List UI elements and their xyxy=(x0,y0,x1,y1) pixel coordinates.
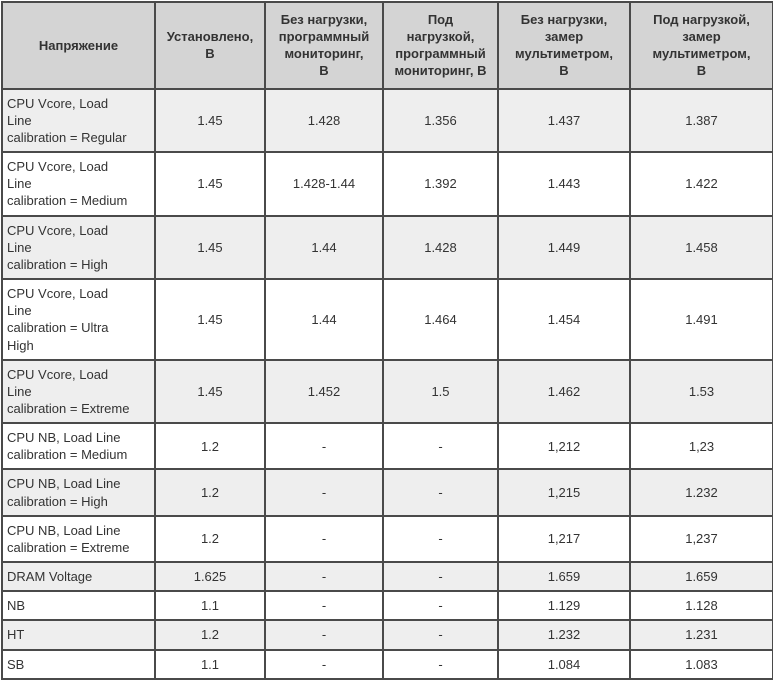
value-cell: 1.392 xyxy=(382,151,499,217)
value-cell: - xyxy=(382,561,499,593)
value-cell: - xyxy=(264,619,384,651)
value-cell: - xyxy=(264,422,384,471)
row-label-cell: CPU NB, Load Line calibration = Medium xyxy=(1,422,156,471)
column-header: Без нагрузки, замер мультиметром, В xyxy=(497,1,631,90)
value-cell: 1.659 xyxy=(497,561,631,593)
table-row: SB 1.1- -1.084 1.083 xyxy=(1,648,773,680)
value-cell: 1.387 xyxy=(629,87,773,154)
value-cell: 1.2 xyxy=(154,514,266,564)
row-label-cell: CPU Vcore, Load Line calibration = Mediu… xyxy=(1,151,156,217)
value-cell: 1,217 xyxy=(497,514,631,564)
value-cell: 1.356 xyxy=(382,87,499,154)
value-cell: 1.45 xyxy=(154,151,266,217)
value-cell: - xyxy=(382,590,499,622)
value-cell: 1,215 xyxy=(497,468,631,517)
value-cell: 1.428-1.44 xyxy=(264,151,384,217)
row-label-cell: CPU Vcore, Load Line calibration = Extre… xyxy=(1,358,156,425)
table-header-row: Напряжение Установлено, В Без нагрузки, пр… xyxy=(1,1,773,90)
value-cell: 1.084 xyxy=(497,648,631,680)
value-cell: 1.454 xyxy=(497,278,631,361)
value-cell: 1.45 xyxy=(154,87,266,154)
value-cell: 1.452 xyxy=(264,358,384,425)
value-cell: 1.625 xyxy=(154,561,266,593)
value-cell: 1.464 xyxy=(382,278,499,361)
value-cell: 1,212 xyxy=(497,422,631,471)
column-header: Под нагрузкой, программный мониторинг, В xyxy=(382,1,499,90)
table-row: CPU Vcore, Load Line calibration = High 1… xyxy=(1,214,773,281)
value-cell: 1.1 xyxy=(154,648,266,680)
value-cell: 1.449 xyxy=(497,214,631,281)
value-cell: 1.2 xyxy=(154,468,266,517)
value-cell: - xyxy=(382,468,499,517)
column-header: Под нагрузкой, замер мультиметром, В xyxy=(629,1,773,90)
table-row: HT 1.2- -1.232 1.231 xyxy=(1,619,773,651)
table-row: DRAM Voltage 1.625- -1.659 1.659 xyxy=(1,561,773,593)
table-row: CPU NB, Load Line calibration = High 1.2-… xyxy=(1,468,773,517)
value-cell: - xyxy=(264,468,384,517)
row-label-cell: CPU NB, Load Line calibration = High xyxy=(1,468,156,517)
value-cell: - xyxy=(382,619,499,651)
row-label-cell: DRAM Voltage xyxy=(1,561,156,593)
row-label-cell: CPU NB, Load Line calibration = Extreme xyxy=(1,514,156,564)
value-cell: - xyxy=(264,648,384,680)
row-label-cell: SB xyxy=(1,648,156,680)
column-header: Напряжение xyxy=(1,1,156,90)
value-cell: 1.45 xyxy=(154,358,266,425)
row-label-cell: CPU Vcore, Load Line calibration = High xyxy=(1,214,156,281)
row-label-cell: NB xyxy=(1,590,156,622)
value-cell: 1.491 xyxy=(629,278,773,361)
value-cell: 1.231 xyxy=(629,619,773,651)
table-row: CPU Vcore, Load Line calibration = Regul… xyxy=(1,87,773,154)
value-cell: 1.428 xyxy=(382,214,499,281)
value-cell: 1.437 xyxy=(497,87,631,154)
value-cell: 1.232 xyxy=(497,619,631,651)
row-label-cell: HT xyxy=(1,619,156,651)
value-cell: - xyxy=(264,590,384,622)
table-row: CPU NB, Load Line calibration = Medium 1.… xyxy=(1,422,773,471)
row-label-cell: CPU Vcore, Load Line calibration = Regul… xyxy=(1,87,156,154)
value-cell: - xyxy=(264,561,384,593)
value-cell: 1.44 xyxy=(264,214,384,281)
value-cell: 1.458 xyxy=(629,214,773,281)
value-cell: 1.53 xyxy=(629,358,773,425)
value-cell: 1,23 xyxy=(629,422,773,471)
value-cell: 1,237 xyxy=(629,514,773,564)
value-cell: 1.44 xyxy=(264,278,384,361)
value-cell: 1.659 xyxy=(629,561,773,593)
value-cell: 1.128 xyxy=(629,590,773,622)
value-cell: 1.232 xyxy=(629,468,773,517)
column-header: Установлено, В xyxy=(154,1,266,90)
value-cell: - xyxy=(382,422,499,471)
value-cell: 1.083 xyxy=(629,648,773,680)
value-cell: 1.5 xyxy=(382,358,499,425)
table-row: CPU NB, Load Line calibration = Extreme 1… xyxy=(1,514,773,564)
value-cell: 1.443 xyxy=(497,151,631,217)
table-row: CPU Vcore, Load Line calibration = Extre… xyxy=(1,358,773,425)
value-cell: 1.129 xyxy=(497,590,631,622)
value-cell: - xyxy=(264,514,384,564)
value-cell: 1.45 xyxy=(154,214,266,281)
value-cell: 1.45 xyxy=(154,278,266,361)
row-label-cell: CPU Vcore, Load Line calibration = Ultra… xyxy=(1,278,156,361)
column-header: Без нагрузки, программный мониторинг, В xyxy=(264,1,384,90)
table-row: NB 1.1- -1.129 1.128 xyxy=(1,590,773,622)
value-cell: 1.462 xyxy=(497,358,631,425)
table-row: CPU Vcore, Load Line calibration = Mediu… xyxy=(1,151,773,217)
value-cell: 1.2 xyxy=(154,619,266,651)
value-cell: - xyxy=(382,648,499,680)
value-cell: - xyxy=(382,514,499,564)
value-cell: 1.422 xyxy=(629,151,773,217)
value-cell: 1.1 xyxy=(154,590,266,622)
value-cell: 1.2 xyxy=(154,422,266,471)
table-row: CPU Vcore, Load Line calibration = Ultra… xyxy=(1,278,773,361)
value-cell: 1.428 xyxy=(264,87,384,154)
